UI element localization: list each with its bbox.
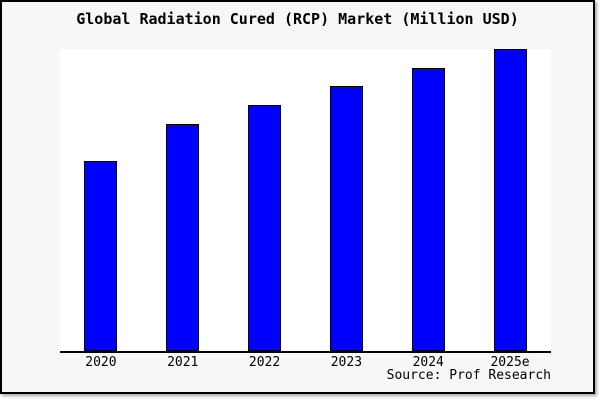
bar-2022	[248, 105, 282, 351]
bar-2021	[166, 124, 200, 351]
x-tick-2020: 2020	[85, 355, 117, 370]
x-axis-tick-labels: 2020 2021 2022 2023 2024 2025e	[60, 355, 551, 370]
x-tick-2021: 2021	[167, 355, 199, 370]
bar-slot-2020	[60, 49, 142, 351]
bar-slot-2023	[305, 49, 387, 351]
source-text: Source: Prof Research	[386, 368, 551, 383]
x-tick-2024: 2024	[412, 355, 444, 370]
bar-slot-2024	[387, 49, 469, 351]
bar-2024	[411, 68, 445, 351]
bar-2023	[329, 86, 363, 351]
bar-slot-2021	[142, 49, 224, 351]
plot-area	[60, 49, 551, 353]
chart-frame: Global Radiation Cured (RCP) Market (Mil…	[0, 0, 595, 394]
bar-2025e	[493, 49, 527, 351]
bar-slot-2022	[224, 49, 306, 351]
x-tick-2023: 2023	[330, 355, 363, 370]
bar-slot-2025e	[469, 49, 551, 351]
bar-2020	[84, 161, 118, 351]
x-tick-2022: 2022	[248, 355, 281, 370]
x-tick-2025e: 2025e	[490, 355, 530, 370]
chart-title: Global Radiation Cured (RCP) Market (Mil…	[76, 10, 519, 28]
